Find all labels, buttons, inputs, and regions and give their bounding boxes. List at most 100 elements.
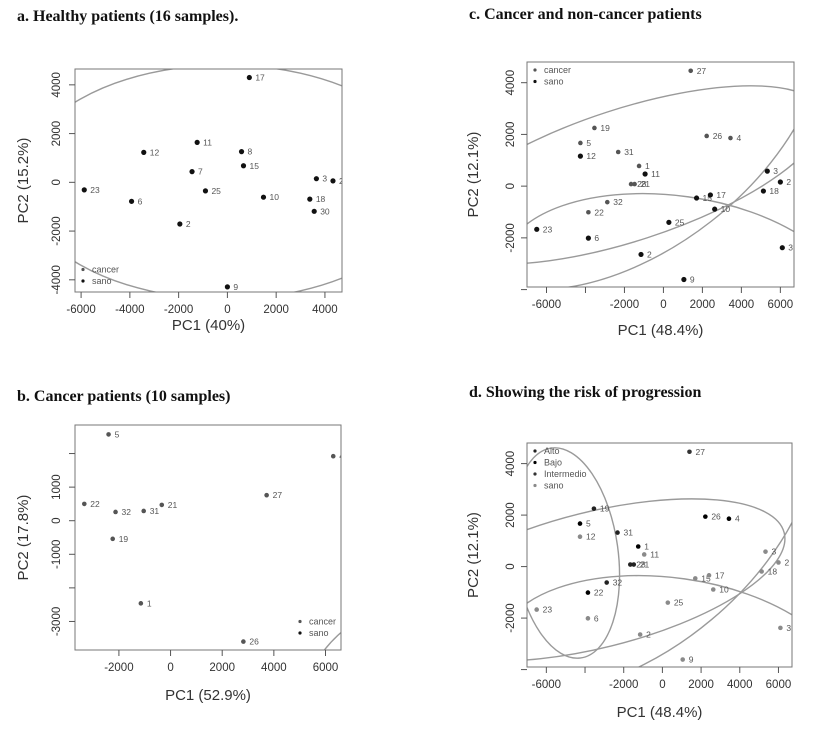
point-label: 18 bbox=[769, 186, 779, 196]
point-label: 22 bbox=[594, 588, 604, 598]
x-tick-label: 0 bbox=[659, 679, 665, 691]
legend-marker bbox=[298, 631, 302, 635]
point-label: 32 bbox=[613, 197, 623, 207]
data-point bbox=[311, 208, 317, 214]
point-label: 11 bbox=[203, 137, 212, 147]
point-label: 10 bbox=[721, 204, 731, 214]
data-point bbox=[330, 178, 336, 184]
point-label: 10 bbox=[719, 585, 729, 595]
confidence-ellipse bbox=[527, 85, 794, 265]
point-label: 22 bbox=[90, 499, 100, 509]
point-label: 5 bbox=[586, 519, 591, 529]
data-point bbox=[534, 607, 539, 612]
plot-frame bbox=[526, 442, 793, 668]
point-label: 22 bbox=[594, 207, 604, 217]
data-point bbox=[313, 176, 319, 182]
legend-label: sano bbox=[92, 276, 112, 286]
y-tick-label: -2000 bbox=[505, 223, 517, 252]
x-tick-label: 2000 bbox=[263, 304, 289, 316]
point-label: 3 bbox=[788, 243, 793, 253]
data-point bbox=[189, 169, 195, 175]
data-point bbox=[776, 560, 781, 565]
data-point bbox=[764, 168, 770, 174]
data-point bbox=[585, 616, 591, 621]
x-tick-label: 6000 bbox=[313, 662, 339, 674]
data-point bbox=[586, 209, 591, 215]
y-tick-label: 4000 bbox=[51, 72, 63, 98]
data-point bbox=[202, 188, 209, 194]
x-axis-label: PC1 (52.9%) bbox=[165, 687, 251, 704]
point-label: 18 bbox=[768, 566, 778, 576]
point-label: 19 bbox=[600, 504, 610, 514]
data-point bbox=[642, 171, 648, 177]
plot-frame bbox=[74, 68, 343, 293]
y-tick-label: -4000 bbox=[51, 265, 63, 294]
point-label: 10 bbox=[269, 192, 279, 202]
confidence-ellipse bbox=[527, 192, 794, 287]
data-point bbox=[264, 492, 269, 498]
point-label: 21 bbox=[640, 560, 650, 570]
x-tick-label: -2000 bbox=[104, 662, 133, 674]
legend-marker bbox=[533, 79, 537, 84]
point-label: 6 bbox=[594, 233, 599, 243]
panel-c-title: c. Cancer and non-cancer patients bbox=[469, 6, 702, 23]
data-point bbox=[81, 187, 87, 193]
point-label: 11 bbox=[651, 169, 660, 179]
point-label: 1 bbox=[147, 598, 152, 608]
data-point bbox=[680, 657, 686, 662]
y-axis-label: PC2 (12.1%) bbox=[465, 132, 482, 218]
y-tick-label: 2000 bbox=[505, 502, 517, 528]
point-label: 9 bbox=[690, 275, 695, 285]
plot-frame bbox=[526, 61, 795, 288]
point-label: 15 bbox=[249, 161, 259, 171]
point-label: 18 bbox=[316, 194, 326, 204]
point-label: 12 bbox=[586, 532, 596, 542]
data-point bbox=[592, 125, 597, 131]
data-point bbox=[591, 506, 597, 511]
data-point bbox=[138, 601, 144, 606]
point-label: 5 bbox=[586, 138, 591, 148]
x-tick-label: 4000 bbox=[729, 299, 755, 311]
point-label: 9 bbox=[689, 655, 694, 665]
confidence-ellipse bbox=[527, 447, 621, 659]
y-tick-label: 2000 bbox=[505, 122, 517, 148]
point-label: 31 bbox=[624, 528, 634, 538]
point-label: 26 bbox=[249, 637, 259, 647]
data-point bbox=[707, 192, 713, 198]
data-point bbox=[159, 502, 165, 508]
data-point bbox=[177, 221, 183, 227]
point-label: 25 bbox=[675, 217, 685, 227]
point-label: 28 bbox=[637, 179, 647, 189]
point-label: 23 bbox=[543, 605, 553, 615]
point-label: 2 bbox=[784, 557, 789, 567]
data-point bbox=[665, 600, 671, 605]
x-tick-label: -6000 bbox=[66, 304, 95, 316]
x-axis-label: PC1 (40%) bbox=[172, 317, 245, 334]
data-point bbox=[666, 219, 672, 225]
point-label: 3 bbox=[773, 166, 778, 176]
data-point bbox=[632, 181, 637, 187]
legend-label: cancer bbox=[92, 265, 119, 275]
panel-c: -6000 -2000 0 2000 4000 6000 -2000 0 2000 4000 PC1… bbox=[465, 61, 795, 339]
point-label: 17 bbox=[715, 570, 725, 580]
legend-marker bbox=[533, 449, 537, 453]
data-point bbox=[577, 521, 583, 526]
data-point bbox=[636, 163, 642, 169]
data-point bbox=[106, 432, 111, 437]
x-tick-label: 2000 bbox=[209, 662, 235, 674]
data-point bbox=[763, 549, 768, 554]
point-label: 4 bbox=[339, 451, 344, 461]
point-label: 7 bbox=[198, 167, 203, 177]
data-point bbox=[627, 562, 633, 567]
y-axis-label: PC2 (15.2%) bbox=[15, 138, 32, 224]
y-tick-label: -3000 bbox=[51, 607, 63, 636]
legend-marker bbox=[533, 460, 537, 465]
legend-marker bbox=[298, 619, 302, 624]
y-tick-label: 0 bbox=[51, 179, 63, 185]
point-label: 2 bbox=[646, 630, 651, 640]
legend-label: Alto bbox=[544, 446, 560, 456]
point-label: 3 bbox=[786, 623, 791, 633]
point-label: 1 bbox=[645, 161, 650, 171]
